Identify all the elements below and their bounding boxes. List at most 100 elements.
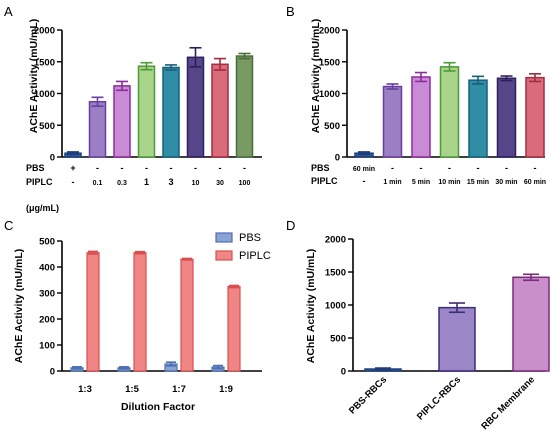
panel-a-y-tick-label: 2000 [34,26,55,37]
panel-c-x-tick-label: 1:3 [78,384,92,395]
panel-b-row-mark: 30 min [495,179,517,186]
panel-c-legend-swatch-piplc [215,250,233,261]
panel-b-row-mark: - [420,163,423,173]
panel-a-y-tick-label: 500 [39,121,55,132]
panel-a-bar [162,66,180,158]
panel-c-x-tick-label: 1:9 [219,384,233,395]
panel-b-row-mark: - [391,163,394,173]
panel-b-bar [468,79,488,158]
panel-c-legend-label-pbs: PBS [239,232,261,244]
panel-d-chart: 0 500 1000 1500 2000 PBS-RBCs PIPLC-RBCs RBC Me… [325,235,550,432]
panel-a-row-mark: - [170,163,173,173]
panel-a-bar [235,55,254,158]
panel-a-row-mark: 3 [168,177,173,187]
panel-b-bar [439,66,460,158]
panel-a-row-mark: 10 [192,180,200,187]
panel-a-row-extra-label: (μg/mL) [26,203,59,213]
panel-a-row-mark: - [219,163,222,173]
panel-b-y-tick-label: 2000 [319,26,340,37]
panel-c-legend-swatch-pbs [215,232,233,243]
panel-c-bar-piplc [86,252,100,372]
panel-a-row-mark: - [194,163,197,173]
panel-d-y-tick-label: 500 [330,334,346,345]
panel-b-row-mark: - [448,163,451,173]
panel-c-bar-piplc [180,258,194,372]
panel-a-bar [211,63,229,158]
panel-a-row-mark: - [145,163,148,173]
panel-a-y-tick-label: 1500 [34,57,55,68]
panel-b-bar [411,76,431,158]
panel-c-y-tick-label: 0 [50,367,55,378]
panel-a-row-mark: - [96,163,99,173]
panel-c-legend-label-piplc: PIPLC [239,250,271,262]
panel-b-chart: 0 500 1000 1500 2000 PBS 60 min - - - - - - PIPLC - 1 m… [311,26,546,187]
panel-b-row-mark: - [534,163,537,173]
panel-a-row-mark: 0.1 [93,180,103,187]
panel-a-y-tick-label: 0 [50,153,55,164]
panel-b-y-axis-label: AChE Activity (mU/mL) [310,19,322,134]
panel-d-y-tick-label: 0 [341,367,346,378]
panel-b-bar [382,85,403,158]
panel-b-row-mark: 1 min [383,179,401,186]
panel-b-row-mark: - [477,163,480,173]
panel-c-y-tick-label: 300 [39,289,55,300]
panel-a-row-label: PIPLC [26,177,53,187]
panel-b-y-tick-label: 1000 [319,89,340,100]
panel-c-y-tick-label: 200 [39,315,55,326]
panel-d-y-tick-label: 2000 [325,235,346,246]
panel-a-bar [137,65,156,158]
panel-b-row-mark: - [363,176,366,186]
panel-c-x-axis-label: Dilution Factor [121,401,195,413]
panel-b-row-label: PBS [311,163,330,173]
panel-a-row-mark: - [243,163,246,173]
panel-label-d: D [286,218,295,233]
panel-a-row-mark: - [72,177,75,187]
panel-a-row-mark: 1 [144,177,149,187]
panel-b-row-mark: 15 min [467,179,489,186]
panel-d-bar [512,276,550,372]
panel-c-y-axis-label: AChE Activity (mU/mL) [13,249,25,364]
panel-a-row-mark: + [70,163,75,173]
panel-b-row-mark: 60 min [353,166,375,173]
panel-d-x-tick-label: PIPLC-RBCs [415,374,463,422]
panel-d-y-tick-label: 1500 [325,268,346,279]
panel-label-b: B [286,4,295,19]
panel-b-bar [496,77,517,158]
panel-c-bar-piplc [227,285,241,372]
panel-b-bar [525,76,545,158]
panel-label-c: C [4,218,13,233]
panel-a-bar [113,85,131,158]
panel-b-row-label: PIPLC [311,176,338,186]
panel-a-y-tick-label: 1000 [34,89,55,100]
panel-b-y-tick-label: 500 [324,121,340,132]
panel-a-row-mark: 30 [216,180,224,187]
panel-a-y-axis-label: AChE Activity (mU/mL) [28,19,40,134]
panel-a-bar [186,56,205,158]
panel-b-row-mark: 10 min [438,179,460,186]
panel-d-bar [438,306,476,372]
panel-c-chart: 0 100 200 300 400 500 1:3 1:5 1:7 1:9 PBS PIPLC [39,232,271,395]
panel-a-bar [88,101,107,158]
panel-a-row-mark: 0.3 [117,180,127,187]
panel-d-y-tick-label: 1000 [325,301,346,312]
panel-c-bar-piplc [133,252,147,372]
panel-a-row-mark: - [121,163,124,173]
panel-b-y-tick-label: 0 [335,153,340,164]
panel-b-row-mark: 60 min [524,179,546,186]
panel-c-x-tick-label: 1:5 [125,384,139,395]
panel-c-y-tick-label: 400 [39,263,55,274]
panel-a-chart: 0 500 1000 1500 2000 PBS + - - - - - - - PIPLC - 0.1 0.3 1… [26,26,262,187]
panel-b-y-tick-label: 1500 [319,57,340,68]
panel-a-row-mark: 100 [239,180,251,187]
panel-d-x-tick-label: PBS-RBCs [347,374,389,416]
panel-b-row-mark: - [505,163,508,173]
panel-c-y-tick-label: 100 [39,341,55,352]
panel-c-y-tick-label: 500 [39,237,55,248]
panel-label-a: A [4,4,13,19]
panel-b-row-mark: 5 min [412,179,430,186]
panel-c-x-tick-label: 1:7 [172,384,186,395]
panel-a-row-label: PBS [26,163,45,173]
panel-d-y-axis-label: AChE Activity (mU/mL) [305,249,317,364]
panel-d-x-tick-label: RBC Membrane [479,374,537,432]
